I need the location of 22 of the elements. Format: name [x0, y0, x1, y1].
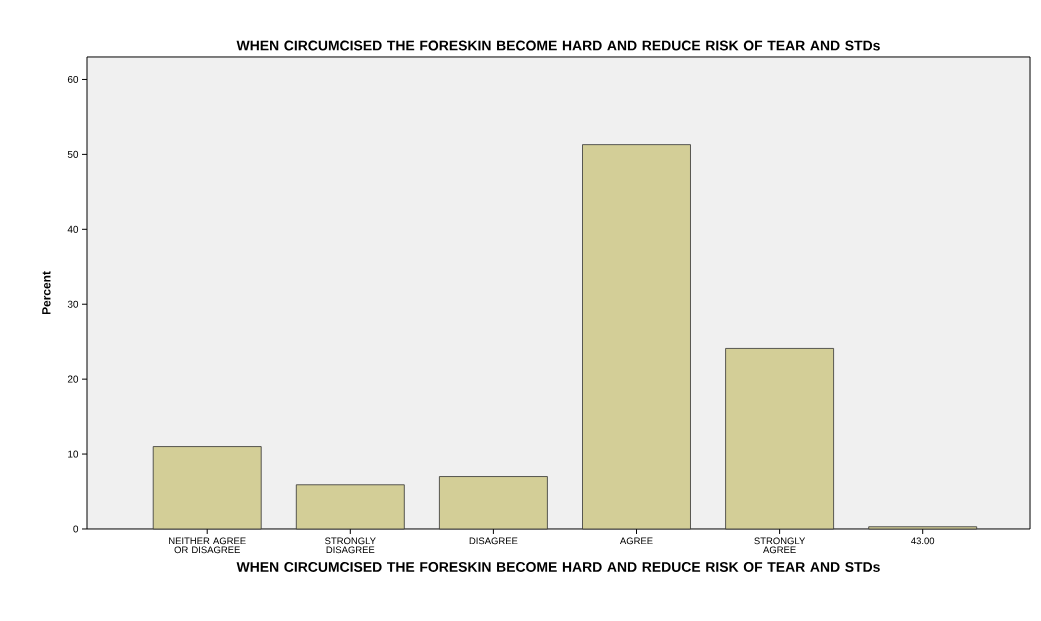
x-axis-title: WHEN CIRCUMCISED THE FORESKIN BECOME HARD AND REDUCE RISK OF TEAR AND STDs — [236, 562, 880, 572]
x-tick-label: 43.00 — [911, 537, 935, 545]
y-tick-label: 10 — [68, 450, 79, 458]
bar — [725, 348, 834, 530]
y-tick-label: 20 — [67, 375, 79, 383]
x-tick-label: AGREE — [619, 537, 653, 545]
y-tick-label: 40 — [67, 225, 79, 233]
bar — [295, 484, 405, 530]
y-tick-label: 30 — [67, 300, 79, 308]
bar — [152, 446, 262, 530]
y-tick-label: 0 — [73, 525, 79, 533]
x-tick-label: STRONGLY AGREE — [754, 537, 806, 554]
bar — [868, 526, 978, 530]
y-axis-title: Percent — [42, 271, 51, 315]
x-tick-label: NEITHER AGREE OR DISAGREE — [169, 537, 246, 554]
bar — [439, 476, 548, 530]
y-tick-label: 60 — [67, 75, 79, 83]
y-tick-label: 50 — [67, 150, 79, 158]
chart-title: WHEN CIRCUMCISED THE FORESKIN BECOME HARD AND REDUCE RISK OF TEAR AND STDs — [236, 40, 880, 51]
bar — [582, 144, 691, 530]
x-tick-label: STRONGLY DISAGREE — [325, 537, 376, 554]
x-tick-label: DISAGREE — [469, 537, 518, 545]
